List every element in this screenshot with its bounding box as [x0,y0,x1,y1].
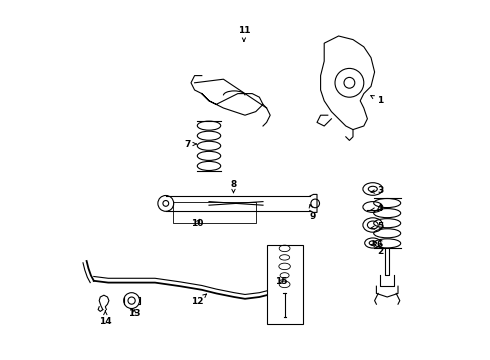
Text: 2: 2 [373,241,383,256]
Text: 13: 13 [128,310,140,319]
Text: 10: 10 [191,219,204,228]
Text: 3: 3 [371,186,383,195]
Bar [173,202,256,223]
Text: 7: 7 [184,140,196,149]
Text: 8: 8 [230,180,237,193]
Text: 5: 5 [371,222,383,231]
Text: 11: 11 [238,26,250,41]
Text: 4: 4 [371,204,383,213]
Text: 14: 14 [99,311,112,325]
Text: 6: 6 [371,240,383,249]
Text: 12: 12 [191,294,206,306]
Text: 1: 1 [371,95,383,105]
Text: 9: 9 [309,204,316,220]
Bar [267,245,303,324]
Text: 15: 15 [275,277,287,286]
